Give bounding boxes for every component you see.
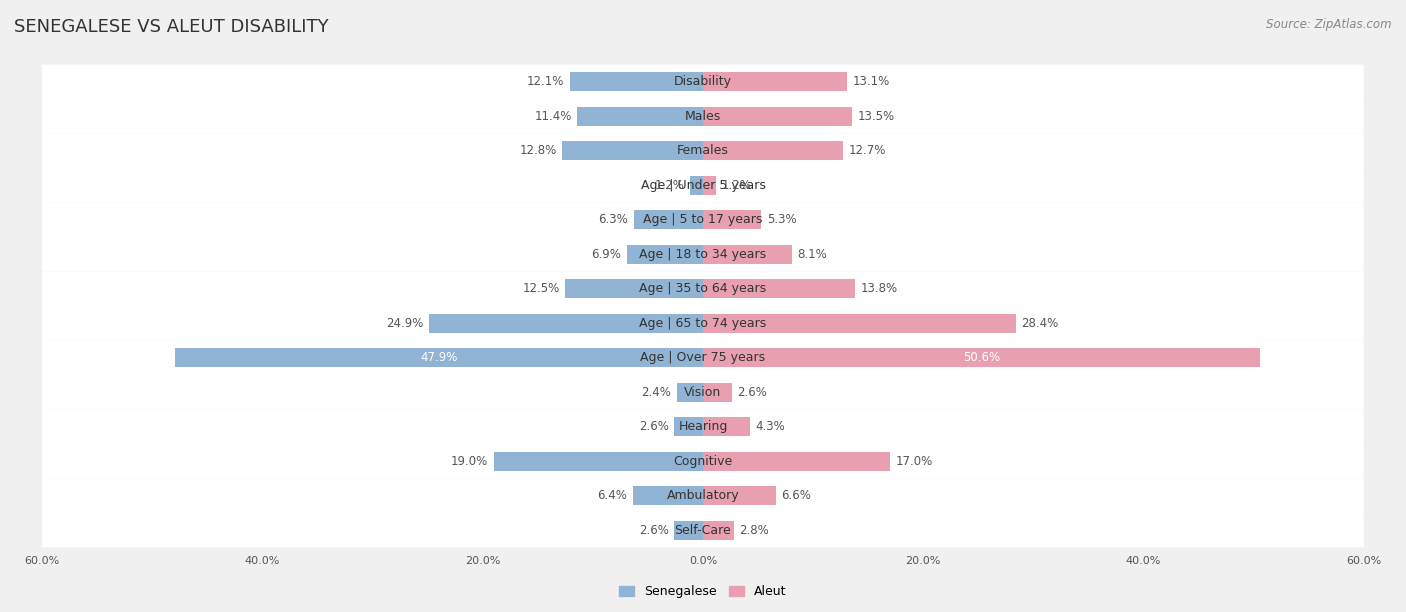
Bar	[634, 211, 703, 230]
Bar	[578, 107, 703, 126]
Legend: Senegalese, Aleut: Senegalese, Aleut	[614, 580, 792, 603]
Bar	[703, 211, 762, 230]
Text: 8.1%: 8.1%	[797, 248, 828, 261]
Text: 5.3%: 5.3%	[766, 214, 797, 226]
Bar	[703, 279, 855, 298]
Bar	[703, 486, 776, 505]
Bar	[703, 314, 1015, 333]
Text: Age | 35 to 64 years: Age | 35 to 64 years	[640, 282, 766, 295]
Text: Source: ZipAtlas.com: Source: ZipAtlas.com	[1267, 18, 1392, 31]
Text: Cognitive: Cognitive	[673, 455, 733, 468]
Text: Vision: Vision	[685, 386, 721, 398]
Bar	[703, 452, 890, 471]
FancyBboxPatch shape	[42, 99, 1364, 133]
Text: Self-Care: Self-Care	[675, 524, 731, 537]
Text: 6.9%: 6.9%	[592, 248, 621, 261]
Bar	[703, 382, 731, 401]
Text: 47.9%: 47.9%	[420, 351, 458, 364]
FancyBboxPatch shape	[42, 409, 1364, 444]
Text: 13.5%: 13.5%	[858, 110, 894, 123]
Text: Hearing: Hearing	[678, 420, 728, 433]
Bar	[703, 176, 716, 195]
Text: 13.8%: 13.8%	[860, 282, 897, 295]
FancyBboxPatch shape	[42, 272, 1364, 306]
Bar	[633, 486, 703, 505]
Bar	[565, 279, 703, 298]
Text: 2.6%: 2.6%	[638, 524, 669, 537]
Text: 6.4%: 6.4%	[598, 489, 627, 502]
FancyBboxPatch shape	[42, 133, 1364, 168]
Bar	[562, 141, 703, 160]
Text: 2.8%: 2.8%	[740, 524, 769, 537]
Text: 1.2%: 1.2%	[654, 179, 685, 192]
Text: 19.0%: 19.0%	[451, 455, 488, 468]
FancyBboxPatch shape	[42, 65, 1364, 99]
Text: SENEGALESE VS ALEUT DISABILITY: SENEGALESE VS ALEUT DISABILITY	[14, 18, 329, 36]
Bar	[676, 382, 703, 401]
Text: Age | 65 to 74 years: Age | 65 to 74 years	[640, 317, 766, 330]
Bar	[703, 107, 852, 126]
Bar	[690, 176, 703, 195]
Text: Age | Under 5 years: Age | Under 5 years	[641, 179, 765, 192]
FancyBboxPatch shape	[42, 375, 1364, 409]
Text: 24.9%: 24.9%	[385, 317, 423, 330]
Text: 4.3%: 4.3%	[756, 420, 786, 433]
Text: 12.7%: 12.7%	[848, 144, 886, 157]
Bar	[176, 348, 703, 367]
Text: 2.6%: 2.6%	[737, 386, 768, 398]
FancyBboxPatch shape	[42, 203, 1364, 237]
FancyBboxPatch shape	[42, 306, 1364, 340]
Text: 2.4%: 2.4%	[641, 386, 671, 398]
Text: Ambulatory: Ambulatory	[666, 489, 740, 502]
Text: Disability: Disability	[673, 75, 733, 88]
Bar	[675, 521, 703, 540]
Text: 1.2%: 1.2%	[721, 179, 752, 192]
FancyBboxPatch shape	[42, 237, 1364, 272]
Bar	[494, 452, 703, 471]
Text: Females: Females	[678, 144, 728, 157]
Text: Age | 18 to 34 years: Age | 18 to 34 years	[640, 248, 766, 261]
Text: 13.1%: 13.1%	[853, 75, 890, 88]
Bar	[703, 245, 792, 264]
Text: 12.8%: 12.8%	[519, 144, 557, 157]
Bar	[675, 417, 703, 436]
FancyBboxPatch shape	[42, 340, 1364, 375]
FancyBboxPatch shape	[42, 479, 1364, 513]
FancyBboxPatch shape	[42, 444, 1364, 479]
Text: Males: Males	[685, 110, 721, 123]
Text: 2.6%: 2.6%	[638, 420, 669, 433]
Text: 11.4%: 11.4%	[534, 110, 572, 123]
Bar	[703, 141, 842, 160]
Text: 12.1%: 12.1%	[527, 75, 564, 88]
Text: 50.6%: 50.6%	[963, 351, 1000, 364]
Text: Age | Over 75 years: Age | Over 75 years	[641, 351, 765, 364]
Bar	[627, 245, 703, 264]
Bar	[703, 521, 734, 540]
Text: 6.6%: 6.6%	[782, 489, 811, 502]
Bar	[703, 348, 1260, 367]
FancyBboxPatch shape	[42, 168, 1364, 203]
Bar	[569, 72, 703, 91]
Text: 28.4%: 28.4%	[1021, 317, 1059, 330]
Text: 17.0%: 17.0%	[896, 455, 934, 468]
Bar	[429, 314, 703, 333]
Text: Age | 5 to 17 years: Age | 5 to 17 years	[644, 214, 762, 226]
Text: 12.5%: 12.5%	[523, 282, 560, 295]
Bar	[703, 72, 848, 91]
Text: 6.3%: 6.3%	[599, 214, 628, 226]
FancyBboxPatch shape	[42, 513, 1364, 547]
Bar	[703, 417, 751, 436]
